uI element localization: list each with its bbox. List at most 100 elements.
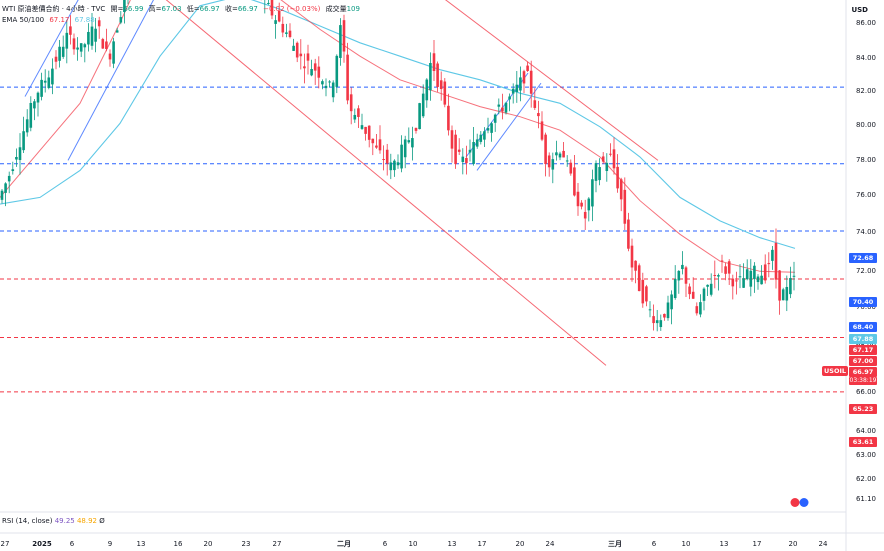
candle-body xyxy=(645,286,648,302)
x-tick-label: 三月 xyxy=(608,540,622,548)
candle-body xyxy=(18,147,22,161)
candle-body xyxy=(663,313,666,318)
candle-body xyxy=(299,53,303,57)
candle-body xyxy=(529,70,533,94)
candle-body xyxy=(673,278,677,299)
candle-body xyxy=(65,32,69,49)
ohlc-high: 高=67.03 xyxy=(148,5,182,13)
ema-legend[interactable]: EMA 50/100 67.17 67.88 xyxy=(2,16,98,24)
candle-body xyxy=(407,140,411,143)
candle-body xyxy=(61,46,65,57)
candle-body xyxy=(324,85,328,89)
x-tick-label: 27 xyxy=(1,540,10,548)
candle-body xyxy=(313,63,317,71)
price-tag: 03:38:19 xyxy=(849,377,877,385)
candle-body xyxy=(342,20,346,52)
candle-body xyxy=(767,263,771,265)
candle-body xyxy=(94,28,97,42)
candle-body xyxy=(403,139,407,158)
candle-body xyxy=(490,123,493,133)
y-tick-label: 76.00 xyxy=(856,191,876,199)
candle-body xyxy=(274,20,277,24)
candle-body xyxy=(389,162,393,171)
candle-body xyxy=(533,100,537,108)
candle-body xyxy=(724,266,727,274)
candle-body xyxy=(699,302,702,315)
price-tag: 63.61 xyxy=(849,437,877,447)
rsi-legend[interactable]: RSI (14, close) 49.25 48.92 Ø xyxy=(2,517,105,525)
candle-body xyxy=(544,134,547,165)
candle-body xyxy=(753,265,756,280)
candle-body xyxy=(551,159,555,170)
candle-body xyxy=(360,125,364,129)
candle-body xyxy=(681,264,684,270)
candle-body xyxy=(627,219,630,249)
candle-body xyxy=(429,62,432,91)
x-tick-label: 6 xyxy=(652,540,657,548)
candle-body xyxy=(468,149,472,153)
rsi-value-2: 48.92 xyxy=(76,517,98,525)
x-tick-label: 13 xyxy=(720,540,729,548)
candle-body xyxy=(666,302,670,319)
candle-body xyxy=(72,38,76,50)
candle-body xyxy=(425,79,429,101)
candle-body xyxy=(792,275,796,277)
x-tick-label: 13 xyxy=(137,540,146,548)
candle-body xyxy=(447,105,450,131)
y-tick-label: 70.00 xyxy=(856,303,876,311)
candle-body xyxy=(54,56,58,62)
x-tick-label: 20 xyxy=(789,540,798,548)
candle-body xyxy=(15,156,18,160)
candle-body xyxy=(486,128,490,131)
candle-body xyxy=(742,278,745,288)
candle-body xyxy=(90,26,94,46)
candle-body xyxy=(756,276,760,283)
x-tick-label: 6 xyxy=(383,540,388,548)
candle-body xyxy=(749,270,753,287)
candle-body xyxy=(393,160,396,171)
y-tick-label: 82.00 xyxy=(856,87,876,95)
y-tick-label: 66.00 xyxy=(856,388,876,396)
candle-body xyxy=(367,125,371,140)
candle-body xyxy=(778,270,781,301)
candle-body xyxy=(353,114,357,120)
candle-body xyxy=(465,157,468,164)
candle-body xyxy=(76,47,79,50)
candle-body xyxy=(25,119,29,133)
price-tag: 66.97 xyxy=(849,367,877,377)
candle-body xyxy=(479,134,483,142)
candle-body xyxy=(601,156,605,162)
candle-body xyxy=(285,32,288,34)
candle-body xyxy=(339,25,342,58)
candle-body xyxy=(4,183,7,193)
candle-body xyxy=(375,145,378,148)
candle-body xyxy=(396,162,400,166)
candle-body xyxy=(745,269,749,280)
y-tick-label: 74.00 xyxy=(856,228,876,236)
candle-body xyxy=(652,316,655,324)
candle-body xyxy=(270,0,274,16)
candle-body xyxy=(771,249,774,261)
candle-body xyxy=(735,280,738,282)
ema50-line xyxy=(0,0,796,273)
candle-body xyxy=(540,121,544,140)
x-tick-label: 13 xyxy=(448,540,457,548)
candle-body xyxy=(515,84,519,92)
x-tick-label: 10 xyxy=(682,540,691,548)
candle-body xyxy=(619,179,623,200)
x-tick-label: 17 xyxy=(478,540,487,548)
price-tag: 67.17 xyxy=(849,345,877,355)
candle-body xyxy=(87,31,90,45)
candle-body xyxy=(33,101,36,109)
candle-body xyxy=(439,80,443,90)
candle-body xyxy=(112,41,115,64)
symbol-title[interactable]: WTI 原油差價合約 · 4小時 · TVC xyxy=(2,5,106,13)
candle-body xyxy=(267,2,270,4)
price-tag: 72.68 xyxy=(849,253,877,263)
price-tag: 70.40 xyxy=(849,297,877,307)
candle-body xyxy=(288,30,292,38)
x-tick-label: 6 xyxy=(70,540,75,548)
candle-body xyxy=(565,160,569,162)
candle-body xyxy=(346,54,349,101)
